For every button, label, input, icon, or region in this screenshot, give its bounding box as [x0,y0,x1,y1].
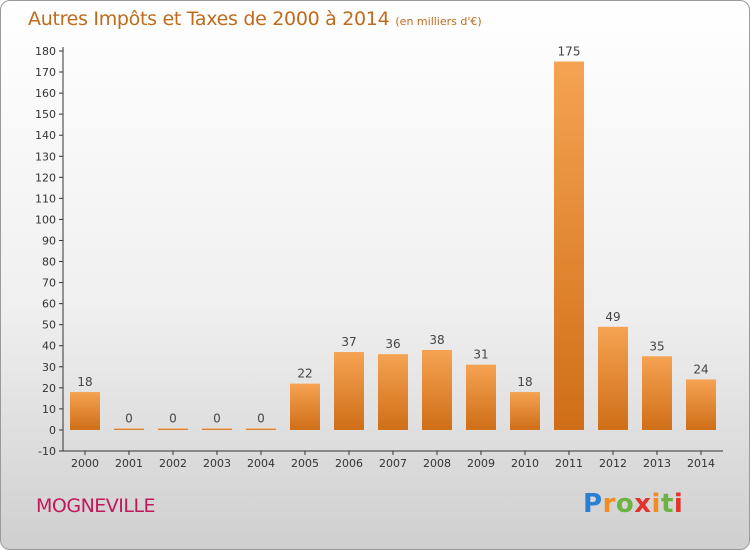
y-tick-label: 30 [42,361,56,374]
y-tick-label: 70 [42,277,56,290]
value-label-2007: 36 [385,337,400,351]
y-tick-label: 50 [42,319,56,332]
x-tick-label-2013: 2013 [643,457,671,470]
value-label-2010: 18 [517,375,532,389]
y-tick-label: 150 [35,108,56,121]
x-tick-label-2003: 2003 [203,457,231,470]
x-tick-label-2011: 2011 [555,457,583,470]
y-tick-label: 90 [42,234,56,247]
bar-2012 [598,326,628,430]
bar-2005 [290,383,320,430]
x-tick-label-2008: 2008 [423,457,451,470]
y-tick-label: 40 [42,340,56,353]
value-label-2004: 0 [257,411,265,425]
bar-2014 [686,379,716,430]
bar-2006 [334,352,364,430]
proxiti-logo: Proxiti [583,489,683,519]
axes: -10 0 10 20 30 40 50 60 70 80 90 100 110 120 130 140 150… [35,45,723,470]
x-tick-label-2014: 2014 [687,457,715,470]
value-label-2012: 49 [605,310,620,324]
value-label-2006: 37 [341,335,356,349]
x-tick-label-2005: 2005 [291,457,319,470]
y-tick-label: 60 [42,298,56,311]
bar-2002 [158,428,188,430]
logo-letter: r [602,489,616,519]
y-tick-label: 180 [35,45,56,58]
bar-2007 [378,354,408,430]
chart-title: Autres Impôts et Taxes de 2000 à 2014 (en… [28,8,482,30]
y-tick-label: 0 [49,424,56,437]
y-tick-label: 110 [35,192,56,205]
x-tick-label-2006: 2006 [335,457,363,470]
value-label-2002: 0 [169,411,177,425]
chart-subtitle: (en milliers d'€) [395,15,482,28]
value-label-2001: 0 [125,411,133,425]
bar-2008 [422,349,452,430]
y-tick-label: 130 [35,150,56,163]
x-tick-label-2002: 2002 [159,457,187,470]
logo-letter: i [673,489,684,519]
logo-letter: i [651,489,661,519]
x-tick-label-2001: 2001 [115,457,143,470]
bar-2013 [642,356,672,430]
value-label-2011: 175 [558,45,581,59]
x-tick-label-2000: 2000 [71,457,99,470]
value-label-2013: 35 [649,339,664,353]
value-label-2003: 0 [213,411,221,425]
y-tick-label: 120 [35,171,56,184]
x-tick-label-2012: 2012 [599,457,627,470]
y-tick-label: 140 [35,129,56,142]
y-tick-label: 100 [35,213,56,226]
value-label-2005: 22 [297,367,312,381]
bar-2009 [466,364,496,430]
city-name: MOGNEVILLE [36,495,156,517]
logo-letter: o [615,489,635,519]
bar-2011 [554,61,584,430]
x-tick-label-2004: 2004 [247,457,275,470]
chart-title-text: Autres Impôts et Taxes de 2000 à 2014 [28,8,390,30]
value-label-2014: 24 [693,362,708,376]
logo-letter: x [634,489,652,519]
y-tick-label: 20 [42,382,56,395]
bar-2000 [70,392,100,430]
value-label-2008: 38 [429,333,444,347]
logo-letter: P [583,489,603,519]
x-tick-label-2007: 2007 [379,457,407,470]
logo-letter: t [660,489,674,519]
y-tick-label: 80 [42,256,56,269]
x-tick-label-2010: 2010 [511,457,539,470]
y-tick-label: 160 [35,87,56,100]
bar-2010 [510,392,540,430]
y-tick-label: 10 [42,403,56,416]
x-tick-label-2009: 2009 [467,457,495,470]
bar-2003 [202,428,232,430]
value-label-2009: 31 [473,348,488,362]
bar-2001 [114,428,144,430]
bar-2004 [246,428,276,430]
value-label-2000: 18 [77,375,92,389]
bars: 18 0 0 0 0 22 37 36 38 31 18 175 49 35 24 [70,45,716,430]
y-tick-label: -10 [38,445,56,458]
y-tick-label: 170 [35,66,56,79]
